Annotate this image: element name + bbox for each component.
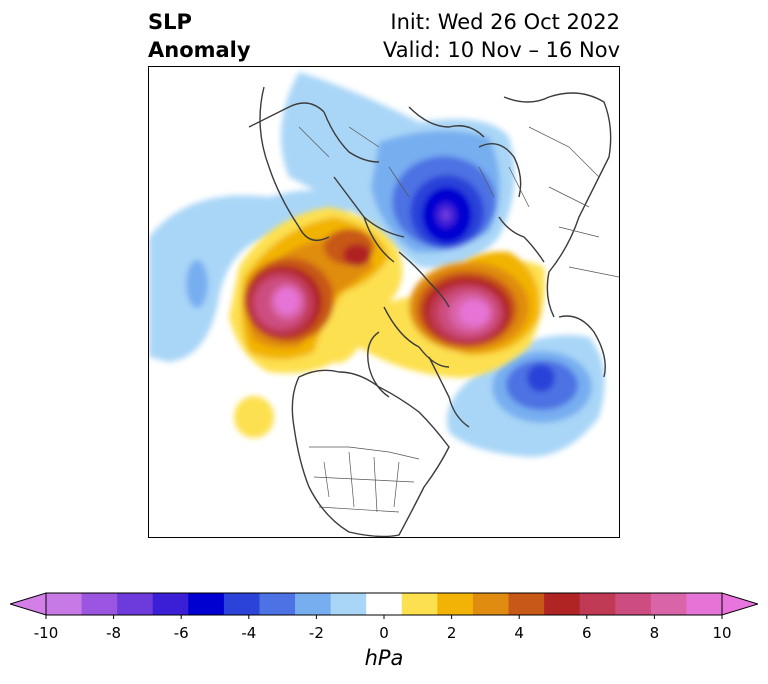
colorbar-segments xyxy=(46,593,723,615)
colorbar-segment xyxy=(437,593,474,615)
colorbar-segment xyxy=(401,593,438,615)
colorbar-segment xyxy=(152,593,189,615)
colorbar-segment xyxy=(366,593,403,615)
colorbar-tick-label: 4 xyxy=(514,624,524,642)
colorbar-tick-label: -8 xyxy=(106,624,122,642)
colorbar-segment xyxy=(81,593,118,615)
colorbar-segment xyxy=(472,593,510,615)
colorbar-segment xyxy=(579,593,616,615)
colorbar-units: hPa xyxy=(364,646,404,670)
init-date: Init: Wed 26 Oct 2022 xyxy=(390,10,620,34)
country-borders xyxy=(298,126,619,513)
map-title: SLP Anomaly xyxy=(148,8,251,64)
colorbar-tick-label: 6 xyxy=(582,624,592,642)
colorbar-segment xyxy=(330,593,367,615)
valid-range: Valid: 10 Nov – 16 Nov xyxy=(383,38,620,62)
colorbar-tick-label: -2 xyxy=(308,624,324,642)
negative-anomaly-field xyxy=(149,72,605,457)
positive-anomaly-field xyxy=(229,207,545,438)
colorbar-segment xyxy=(117,593,154,615)
colorbar-tick-label: -4 xyxy=(241,624,257,642)
title-line-1: SLP xyxy=(148,10,192,34)
colorbar-tick-label: 10 xyxy=(712,624,732,642)
colorbar-segment xyxy=(295,593,332,615)
coastlines xyxy=(248,86,612,537)
colorbar-segment xyxy=(508,593,545,615)
colorbar-tick-label: 8 xyxy=(649,624,660,642)
forecast-dates: Init: Wed 26 Oct 2022 Valid: 10 Nov – 16… xyxy=(383,8,620,64)
colorbar-tick-label: 0 xyxy=(379,624,389,642)
colorbar xyxy=(10,592,758,619)
colorbar-under-arrow xyxy=(10,592,47,616)
colorbar-segment xyxy=(188,593,225,615)
colorbar-segment xyxy=(686,593,723,615)
colorbar-segment xyxy=(223,593,261,615)
colorbar-segment xyxy=(46,593,83,615)
title-line-2: Anomaly xyxy=(148,38,251,62)
colorbar-tick-label: -6 xyxy=(173,624,189,642)
map-panel xyxy=(148,66,620,538)
colorbar-over-arrow xyxy=(721,592,758,616)
anomaly-map xyxy=(149,72,619,537)
colorbar-tick-label: 2 xyxy=(446,624,457,642)
colorbar-segment xyxy=(615,593,652,615)
colorbar-segment xyxy=(259,593,296,615)
colorbar-segment xyxy=(650,593,688,615)
colorbar-tick-label: -10 xyxy=(33,624,59,642)
colorbar-tick-marks xyxy=(45,615,723,619)
colorbar-segment xyxy=(544,593,581,615)
